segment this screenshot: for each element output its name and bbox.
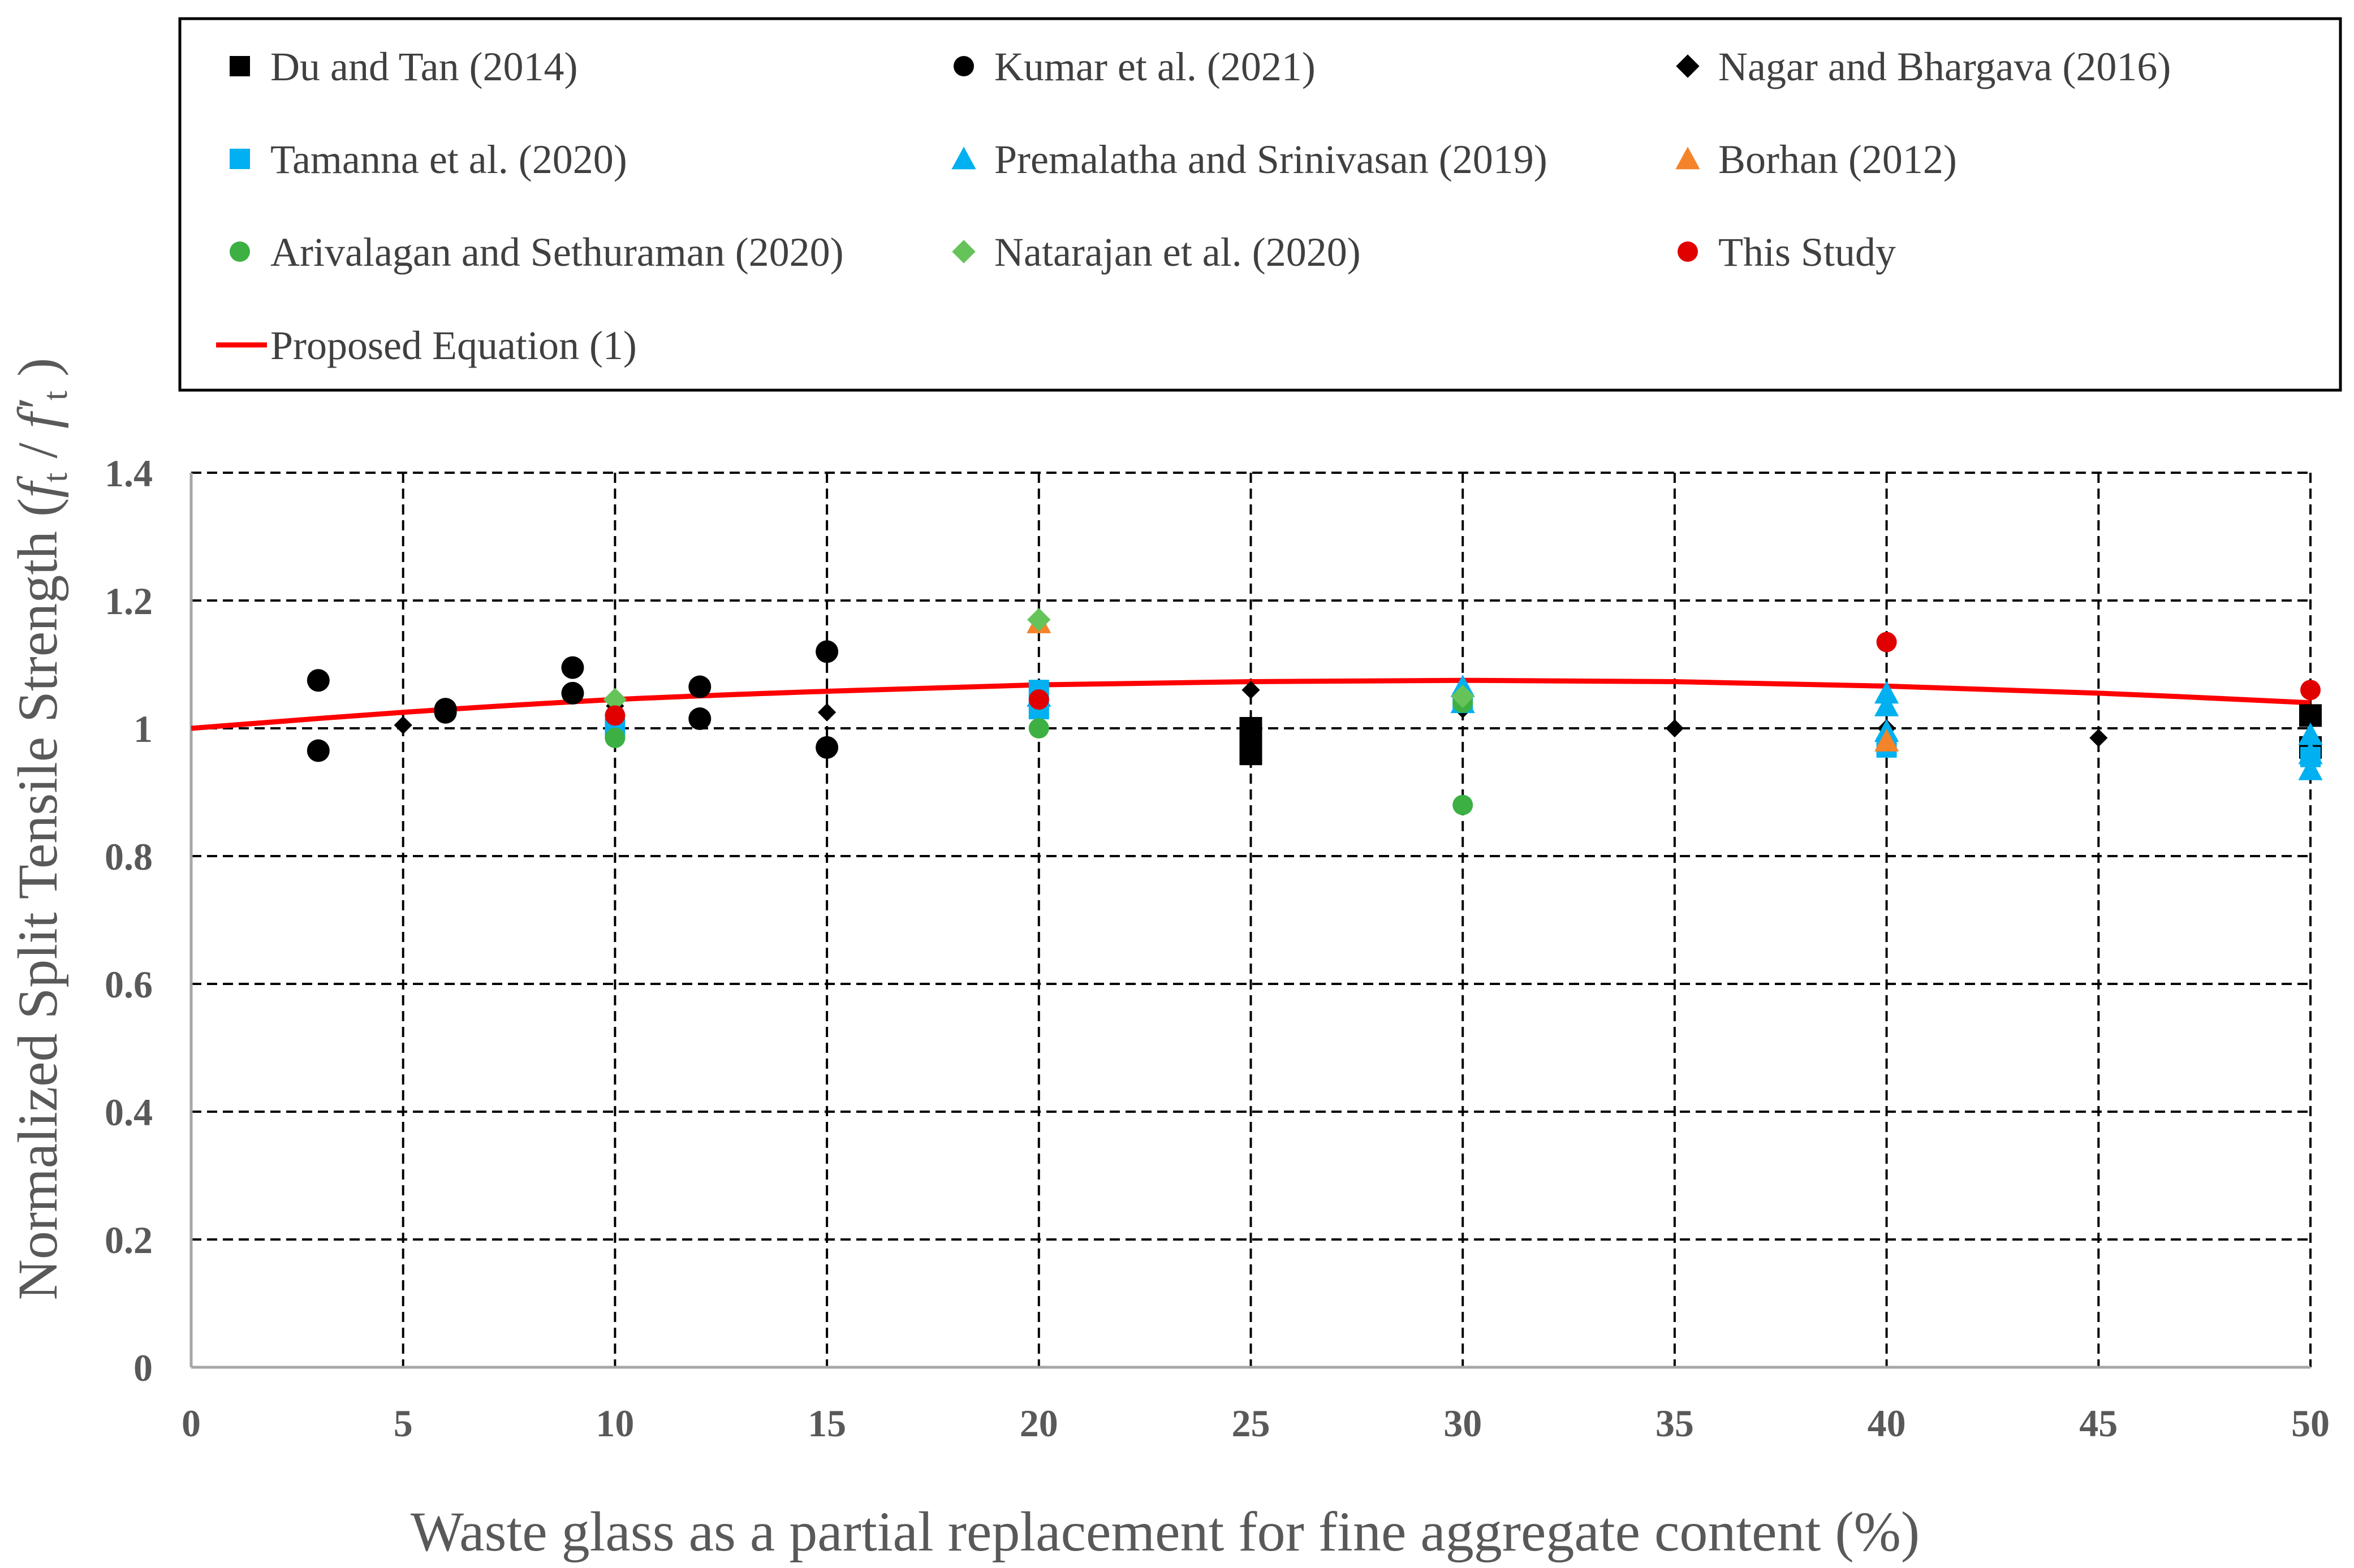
data-point-kumar-et-al-2021: [434, 701, 457, 724]
data-point-kumar-et-al-2021: [688, 675, 712, 698]
legend-marker-du-and-tan-2014: [230, 56, 250, 76]
data-point-natarajan-et-al-2020: [603, 688, 627, 711]
legend-marker-premalatha-and-srinivasan-2019: [951, 146, 976, 170]
y-axis-title-slash: /: [6, 429, 69, 473]
x-tick-label: 0: [182, 1402, 201, 1445]
y-axis-title-f2: f′: [6, 399, 69, 429]
legend-label-borhan-2012: Borhan (2012): [1718, 137, 1957, 182]
data-point-kumar-et-al-2021: [688, 707, 712, 731]
y-tick-label: 0: [133, 1346, 153, 1389]
data-point-premalatha-and-srinivasan-2019: [2298, 757, 2323, 780]
y-tick-label: 1.4: [105, 452, 153, 495]
y-tick-labels: 0 0.2 0.4 0.6 0.8 1 1.2 1.4: [105, 452, 153, 1389]
x-tick-label: 40: [1868, 1402, 1906, 1445]
y-tick-label: 0.8: [105, 835, 153, 878]
y-tick-label: 1: [133, 707, 153, 750]
legend-marker-borhan-2012: [1675, 146, 1700, 170]
legend-marker-this-study: [1678, 241, 1698, 262]
legend-label-natarajan-et-al-2020: Natarajan et al. (2020): [994, 230, 1361, 275]
data-point-nagar-and-bhargava-2016: [2089, 728, 2108, 748]
data-point-arivalagan-and-sethuraman-2020: [1028, 718, 1049, 738]
data-point-premalatha-and-srinivasan-2019: [2298, 741, 2323, 764]
x-tick-label: 5: [394, 1402, 413, 1445]
legend-marker-natarajan-et-al-2020: [952, 240, 976, 264]
data-point-nagar-and-bhargava-2016: [818, 703, 837, 722]
axes: [189, 473, 2310, 1369]
legend: Du and Tan (2014) Kumar et al. (2021) Naga…: [178, 17, 2342, 392]
data-point-this-study: [1876, 632, 1897, 653]
y-axis-title-main: Normalized Split Tensile Strength (: [6, 498, 69, 1301]
y-tick-label: 0.2: [105, 1219, 153, 1262]
data-point-nagar-and-bhargava-2016: [1241, 681, 1260, 699]
x-tick-label: 35: [1655, 1402, 1694, 1445]
x-tick-label: 15: [808, 1402, 846, 1445]
data-points: [307, 608, 2323, 815]
legend-label-premalatha-and-srinivasan-2019: Premalatha and Srinivasan (2019): [994, 137, 1547, 182]
legend-label-arivalagan-and-sethuraman-2020: Arivalagan and Sethuraman (2020): [270, 230, 844, 275]
data-point-premalatha-and-srinivasan-2019: [1874, 681, 1899, 704]
y-tick-label: 0.4: [105, 1091, 153, 1134]
x-tick-label: 45: [2079, 1402, 2118, 1445]
data-point-natarajan-et-al-2020: [1451, 684, 1475, 709]
data-point-du-and-tan-2014: [1239, 742, 1262, 766]
data-point-natarajan-et-al-2020: [1027, 608, 1051, 632]
y-axis-title: Normalized Split Tensile Strength (ft / …: [6, 358, 75, 1301]
y-tick-label: 0.6: [105, 963, 153, 1006]
data-point-arivalagan-and-sethuraman-2020: [605, 727, 626, 748]
x-tick-label: 50: [2291, 1402, 2330, 1445]
x-tick-label: 10: [596, 1402, 634, 1445]
legend-marker-tamanna-et-al-2020: [230, 149, 250, 169]
data-point-kumar-et-al-2021: [307, 669, 330, 692]
data-point-kumar-et-al-2021: [816, 640, 839, 663]
data-point-kumar-et-al-2021: [307, 739, 330, 762]
data-point-kumar-et-al-2021: [561, 656, 584, 679]
y-axis-title-sub2: t: [36, 391, 75, 400]
y-axis-title-sub1: t: [36, 473, 75, 482]
data-point-premalatha-and-srinivasan-2019: [1874, 693, 1899, 716]
x-tick-label: 30: [1443, 1402, 1482, 1445]
legend-label-du-and-tan-2014: Du and Tan (2014): [270, 44, 578, 89]
data-point-this-study: [1028, 689, 1049, 710]
data-point-nagar-and-bhargava-2016: [1665, 719, 1684, 738]
x-tick-labels: 0 5 10 15 20 25 30 35 40 45 50: [182, 1402, 2330, 1445]
data-point-this-study: [2300, 680, 2321, 701]
data-point-this-study: [605, 705, 626, 726]
plot-area: 0 5 10 15 20 25 30 35 40 45 50 0 0.2 0.4 0.6 0.8 1 1.2 1.…: [105, 452, 2330, 1445]
legend-marker-kumar-et-al-2021: [954, 56, 974, 76]
data-point-borhan-2012: [1874, 729, 1899, 751]
y-axis-title-close: ): [6, 358, 69, 391]
y-tick-label: 1.2: [105, 580, 153, 623]
x-axis-title: Waste glass as a partial replacement for…: [411, 1500, 1920, 1563]
legend-box: [178, 17, 2342, 392]
legend-items: Du and Tan (2014) Kumar et al. (2021) Naga…: [216, 44, 2171, 368]
data-point-kumar-et-al-2021: [816, 736, 839, 759]
legend-label-this-study: This Study: [1718, 230, 1896, 275]
legend-label-kumar-et-al-2021: Kumar et al. (2021): [994, 44, 1316, 89]
data-point-arivalagan-and-sethuraman-2020: [1452, 794, 1473, 815]
legend-label-proposed-equation: Proposed Equation (1): [270, 323, 637, 368]
legend-label-nagar-and-bhargava-2016: Nagar and Bhargava (2016): [1718, 44, 2171, 89]
legend-marker-arivalagan-and-sethuraman-2020: [230, 241, 250, 262]
data-point-kumar-et-al-2021: [561, 681, 584, 705]
legend-marker-nagar-and-bhargava-2016: [1676, 54, 1700, 78]
x-tick-label: 25: [1232, 1402, 1270, 1445]
data-point-premalatha-and-srinivasan-2019: [2298, 722, 2323, 745]
legend-label-tamanna-et-al-2020: Tamanna et al. (2020): [270, 137, 627, 182]
data-point-nagar-and-bhargava-2016: [394, 716, 412, 735]
x-tick-label: 20: [1020, 1402, 1058, 1445]
